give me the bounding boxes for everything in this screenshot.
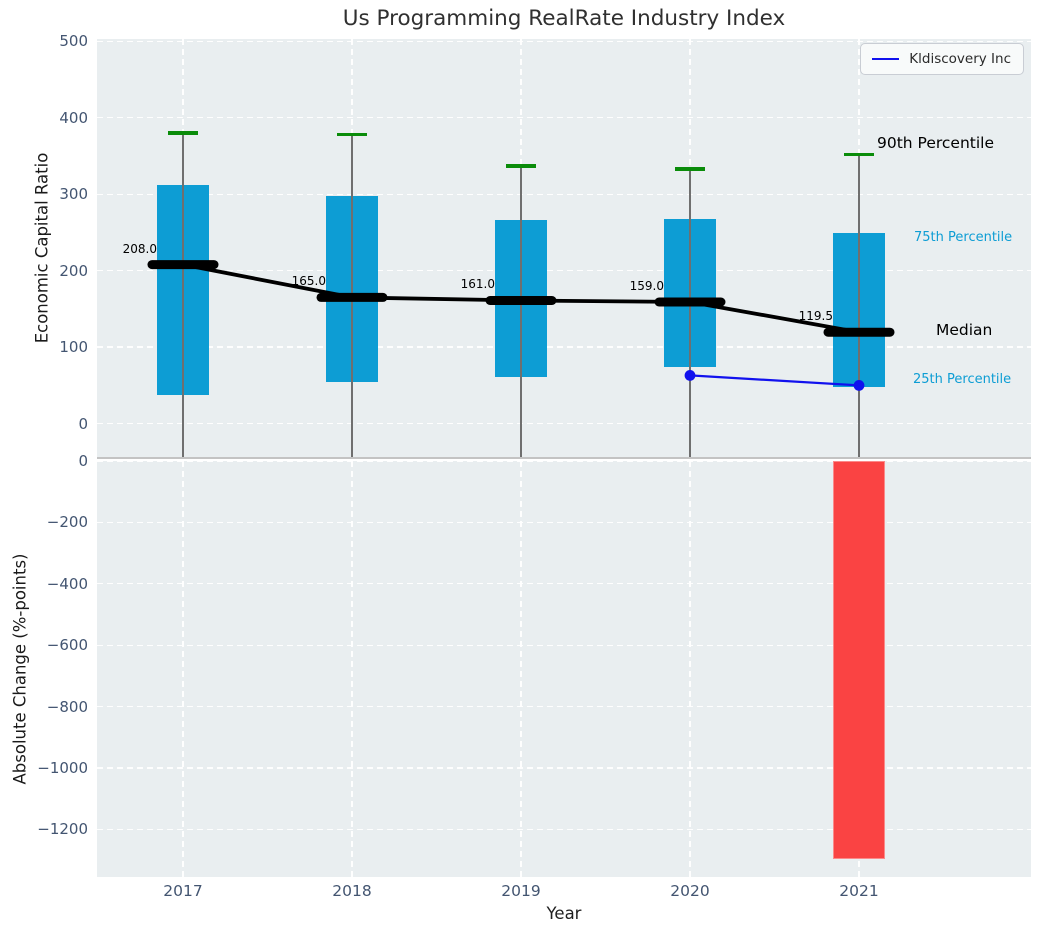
gridline-h (97, 193, 1031, 195)
whisker-line (858, 154, 860, 458)
y-tick-label: −1000 (37, 759, 88, 777)
whisker-line (520, 165, 522, 458)
median-value-label: 159.0 (629, 279, 664, 294)
y-tick-label: −800 (46, 697, 88, 716)
y-tick-label: 0 (78, 452, 88, 470)
gridline-h (97, 583, 1031, 585)
y-tick-label: 200 (59, 261, 88, 280)
median-value-label: 119.5 (798, 309, 833, 324)
legend: Kldiscovery Inc (860, 43, 1024, 75)
x-tick-label: 2021 (839, 882, 879, 900)
gridline-v (182, 461, 184, 877)
axis-divider (97, 457, 1031, 459)
gridline-h (97, 705, 1031, 708)
gridline-v (351, 461, 353, 877)
x-tick-label: 2019 (501, 882, 541, 900)
annotation-median: Median (936, 321, 993, 339)
gridline-h (97, 461, 1031, 462)
annotation-25th-percentile: 25th Percentile (913, 372, 1012, 387)
gridline-h (97, 346, 1031, 348)
y-axis-label-economic-capital-ratio: Economic Capital Ratio (32, 152, 52, 344)
p90-cap (844, 152, 874, 157)
whisker-line (689, 168, 691, 458)
gridline-h (97, 117, 1031, 119)
gridline-h (97, 521, 1031, 524)
legend-label: Kldiscovery Inc (909, 51, 1011, 67)
p90-cap (337, 132, 367, 137)
chart-title: Us Programming RealRate Industry Index (342, 6, 786, 31)
x-tick-label: 2017 (163, 882, 203, 900)
gridline-h (97, 269, 1031, 272)
y-tick-label: 100 (59, 338, 88, 357)
annotation-75th-percentile: 75th Percentile (914, 230, 1013, 245)
y-tick-label: −400 (46, 574, 88, 593)
median-value-label: 161.0 (460, 277, 495, 292)
gridline-v (520, 461, 522, 877)
y-tick-label: 300 (59, 185, 88, 204)
y-tick-label: 500 (59, 32, 88, 51)
bottom-plot-layers (97, 461, 1031, 877)
top-plot-layers: 208.0 165.0 161.0 159.0 119.5 (97, 39, 1031, 458)
p90-cap (506, 164, 536, 168)
x-tick-label: 2020 (670, 882, 710, 900)
y-tick-label: 0 (78, 414, 88, 433)
gridline-h (97, 828, 1031, 831)
x-tick-label: 2018 (332, 882, 372, 900)
median-value-label: 208.0 (122, 241, 157, 256)
whisker-line (182, 133, 184, 458)
y-tick-label: −600 (46, 636, 88, 655)
trend-overlay (147, 260, 895, 391)
company-series-point (853, 380, 865, 391)
bottom-plot-area (97, 461, 1031, 877)
annotation-90th-percentile: 90th Percentile (877, 134, 995, 152)
company-series-point (684, 370, 696, 381)
p90-cap (675, 167, 705, 171)
gridline-h (97, 40, 1031, 42)
y-tick-label: −200 (46, 513, 88, 532)
y-tick-label: −1200 (37, 820, 88, 839)
gridline-h (97, 644, 1031, 646)
p90-cap (168, 131, 198, 135)
median-value-label: 165.0 (291, 274, 326, 289)
legend-line-icon (872, 58, 900, 60)
gridline-h (97, 767, 1031, 769)
change-bar (833, 461, 885, 859)
x-axis-label: Year (546, 904, 582, 923)
company-series-line (689, 374, 860, 387)
gridline-v (689, 461, 691, 877)
gridline-h (97, 422, 1031, 425)
y-axis-label-absolute-change: Absolute Change (%-points) (10, 553, 30, 785)
y-tick-label: 400 (59, 108, 88, 127)
top-plot-area: 208.0 165.0 161.0 159.0 119.5 90th Percentil… (97, 39, 1031, 458)
